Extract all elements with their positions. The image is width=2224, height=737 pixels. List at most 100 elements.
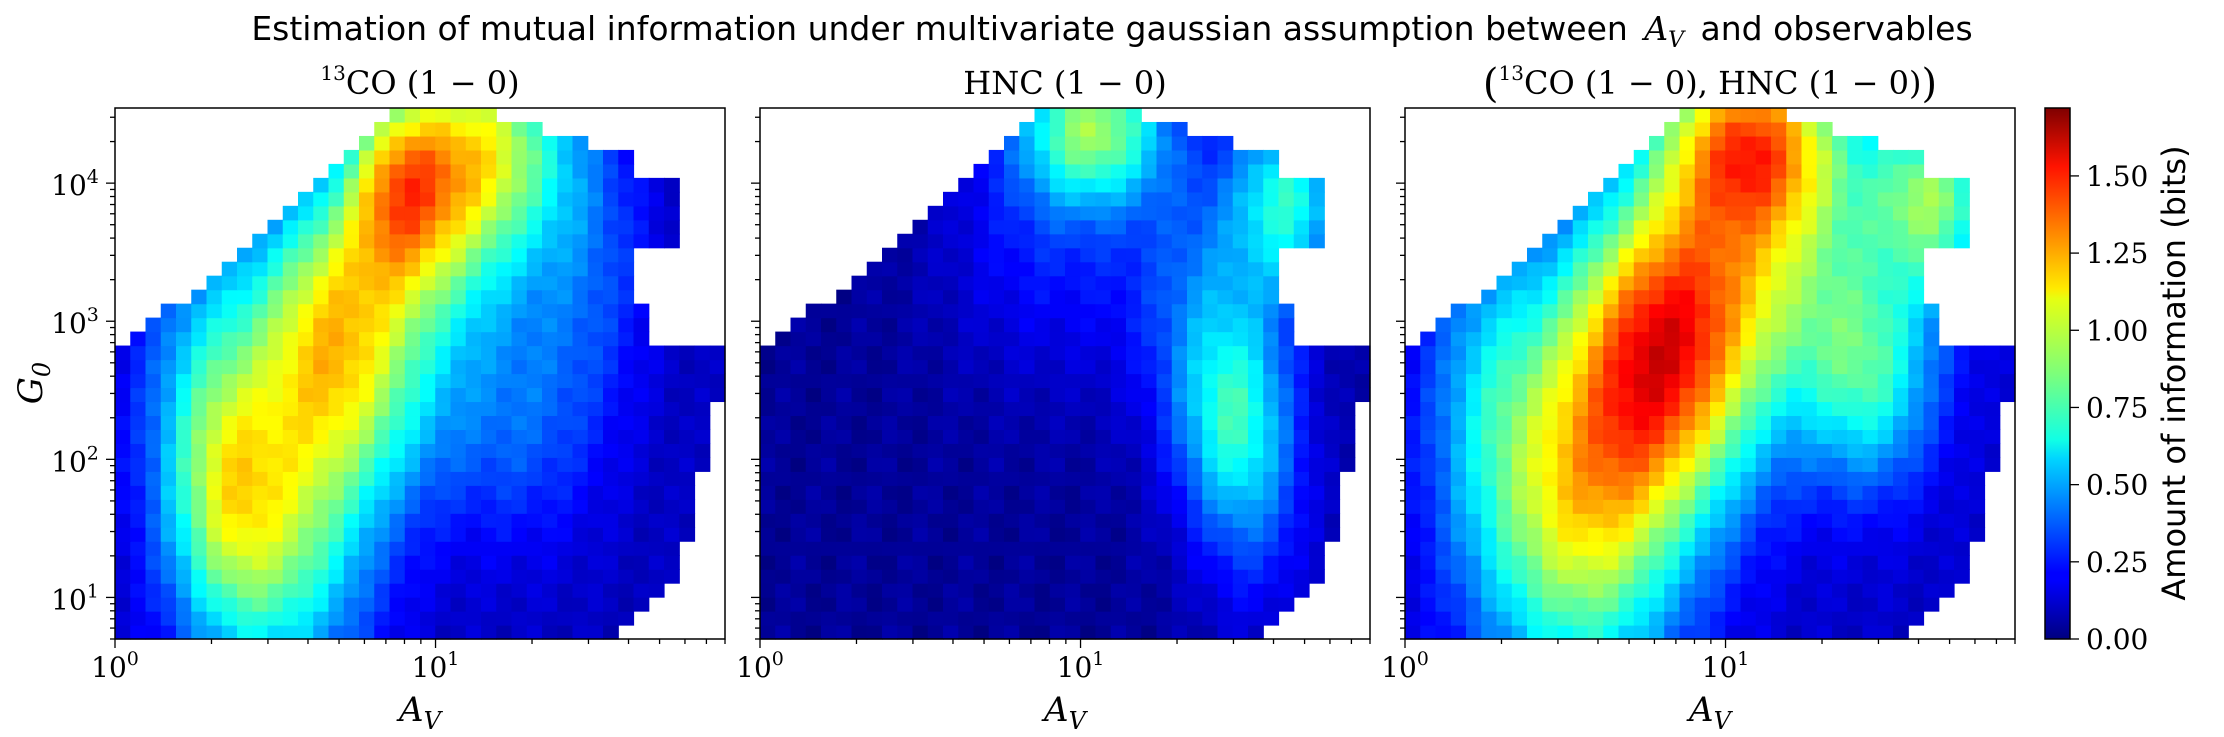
heatmap-cell	[1110, 247, 1127, 263]
heatmap-cell	[1450, 555, 1467, 570]
heatmap-cell	[1202, 149, 1219, 165]
heatmap-cell	[465, 597, 482, 612]
heatmap-cell	[1969, 415, 1986, 430]
heatmap-cell	[1679, 415, 1696, 430]
heatmap-cell	[1633, 177, 1650, 193]
heatmap-cell	[1572, 443, 1589, 458]
heatmap-cell	[1877, 583, 1894, 598]
heatmap-cell	[1710, 499, 1726, 514]
heatmap-cell	[1080, 345, 1097, 361]
heatmap-cell	[450, 555, 467, 570]
heatmap-cell	[481, 569, 497, 584]
heatmap-cell	[1908, 261, 1925, 277]
heatmap-cell	[988, 485, 1005, 500]
heatmap-cell	[1664, 471, 1681, 486]
heatmap-cell	[805, 331, 822, 347]
heatmap-cell	[821, 485, 837, 500]
heatmap-cell	[1278, 485, 1295, 500]
heatmap-cell	[1664, 205, 1681, 221]
heatmap-cell	[866, 597, 883, 612]
heatmap-cell	[836, 415, 853, 430]
heatmap-cell	[1923, 177, 1940, 193]
heatmap-cell	[282, 387, 299, 403]
heatmap-cell	[481, 177, 497, 193]
heatmap-cell	[897, 527, 914, 542]
heatmap-cell	[1862, 345, 1879, 361]
heatmap-cell	[435, 275, 452, 291]
heatmap-cell	[1171, 303, 1188, 319]
heatmap-cell	[618, 191, 635, 207]
heatmap-cell	[1588, 373, 1604, 389]
heatmap-cell	[1847, 345, 1864, 361]
heatmap-cell	[374, 121, 391, 137]
heatmap-cell	[973, 233, 990, 249]
heatmap-cell	[1309, 429, 1325, 444]
heatmap-cell	[1293, 177, 1310, 193]
heatmap-cell	[821, 527, 837, 542]
heatmap-cell	[374, 177, 391, 193]
heatmap-cell	[145, 345, 162, 361]
heatmap-cell	[1969, 527, 1986, 542]
heatmap-cell	[1156, 457, 1173, 472]
heatmap-cell	[648, 541, 665, 556]
heatmap-cell	[1126, 261, 1142, 277]
heatmap-cell	[1187, 247, 1203, 263]
heatmap-cell	[587, 513, 604, 528]
heatmap-cell	[1816, 135, 1833, 151]
heatmap-cell	[1095, 415, 1112, 430]
heatmap-cell	[1420, 401, 1437, 417]
heatmap-cell	[1110, 471, 1127, 486]
heatmap-cell	[313, 261, 330, 277]
heatmap-cell	[679, 415, 696, 430]
heatmap-cell	[115, 527, 131, 542]
heatmap-cell	[1354, 387, 1371, 403]
heatmap-cell	[115, 597, 131, 612]
heatmap-cell	[206, 387, 223, 403]
heatmap-cell	[973, 317, 990, 333]
heatmap-cell	[943, 219, 959, 235]
heatmap-cell	[572, 625, 589, 640]
heatmap-cell	[1354, 373, 1371, 389]
heatmap-cell	[1217, 177, 1234, 193]
heatmap-cell	[1248, 219, 1264, 235]
heatmap-cell	[1618, 247, 1635, 263]
heatmap-cell	[618, 415, 635, 430]
heatmap-cell	[1034, 108, 1051, 123]
heatmap-cell	[1877, 289, 1894, 305]
heatmap-cell	[1527, 345, 1543, 361]
heatmap-cell	[1187, 163, 1203, 179]
heatmap-cell	[1126, 163, 1142, 179]
heatmap-cell	[282, 205, 299, 221]
heatmap-cell	[1908, 205, 1925, 221]
heatmap-cell	[912, 485, 929, 500]
heatmap-cell	[1801, 317, 1818, 333]
heatmap-cell	[420, 359, 436, 375]
heatmap-cell	[1324, 527, 1341, 542]
heatmap-cell	[1511, 373, 1528, 389]
x-tick-label: 100	[736, 648, 784, 684]
heatmap-cell	[988, 415, 1005, 430]
heatmap-cell	[1588, 443, 1604, 458]
heatmap-cell	[115, 541, 131, 556]
heatmap-cell	[328, 275, 345, 291]
heatmap-cell	[1572, 289, 1589, 305]
heatmap-cell	[587, 233, 604, 249]
heatmap-cell	[927, 303, 944, 319]
heatmap-cell	[1725, 303, 1742, 319]
heatmap-cell	[1202, 331, 1219, 347]
heatmap-cell	[221, 359, 238, 375]
heatmap-cell	[1263, 359, 1280, 375]
heatmap-cell	[973, 387, 990, 403]
heatmap-cell	[1664, 429, 1681, 444]
heatmap-cell	[1156, 527, 1173, 542]
heatmap-cell	[927, 415, 944, 430]
heatmap-cell	[420, 555, 436, 570]
heatmap-cell	[1771, 415, 1787, 430]
heatmap-cell	[1908, 177, 1925, 193]
heatmap-cell	[1293, 541, 1310, 556]
heatmap-cell	[1938, 499, 1955, 514]
heatmap-cell	[1664, 555, 1681, 570]
heatmap-cell	[1908, 373, 1925, 389]
heatmap-cell	[282, 219, 299, 235]
heatmap-cell	[1187, 541, 1203, 556]
